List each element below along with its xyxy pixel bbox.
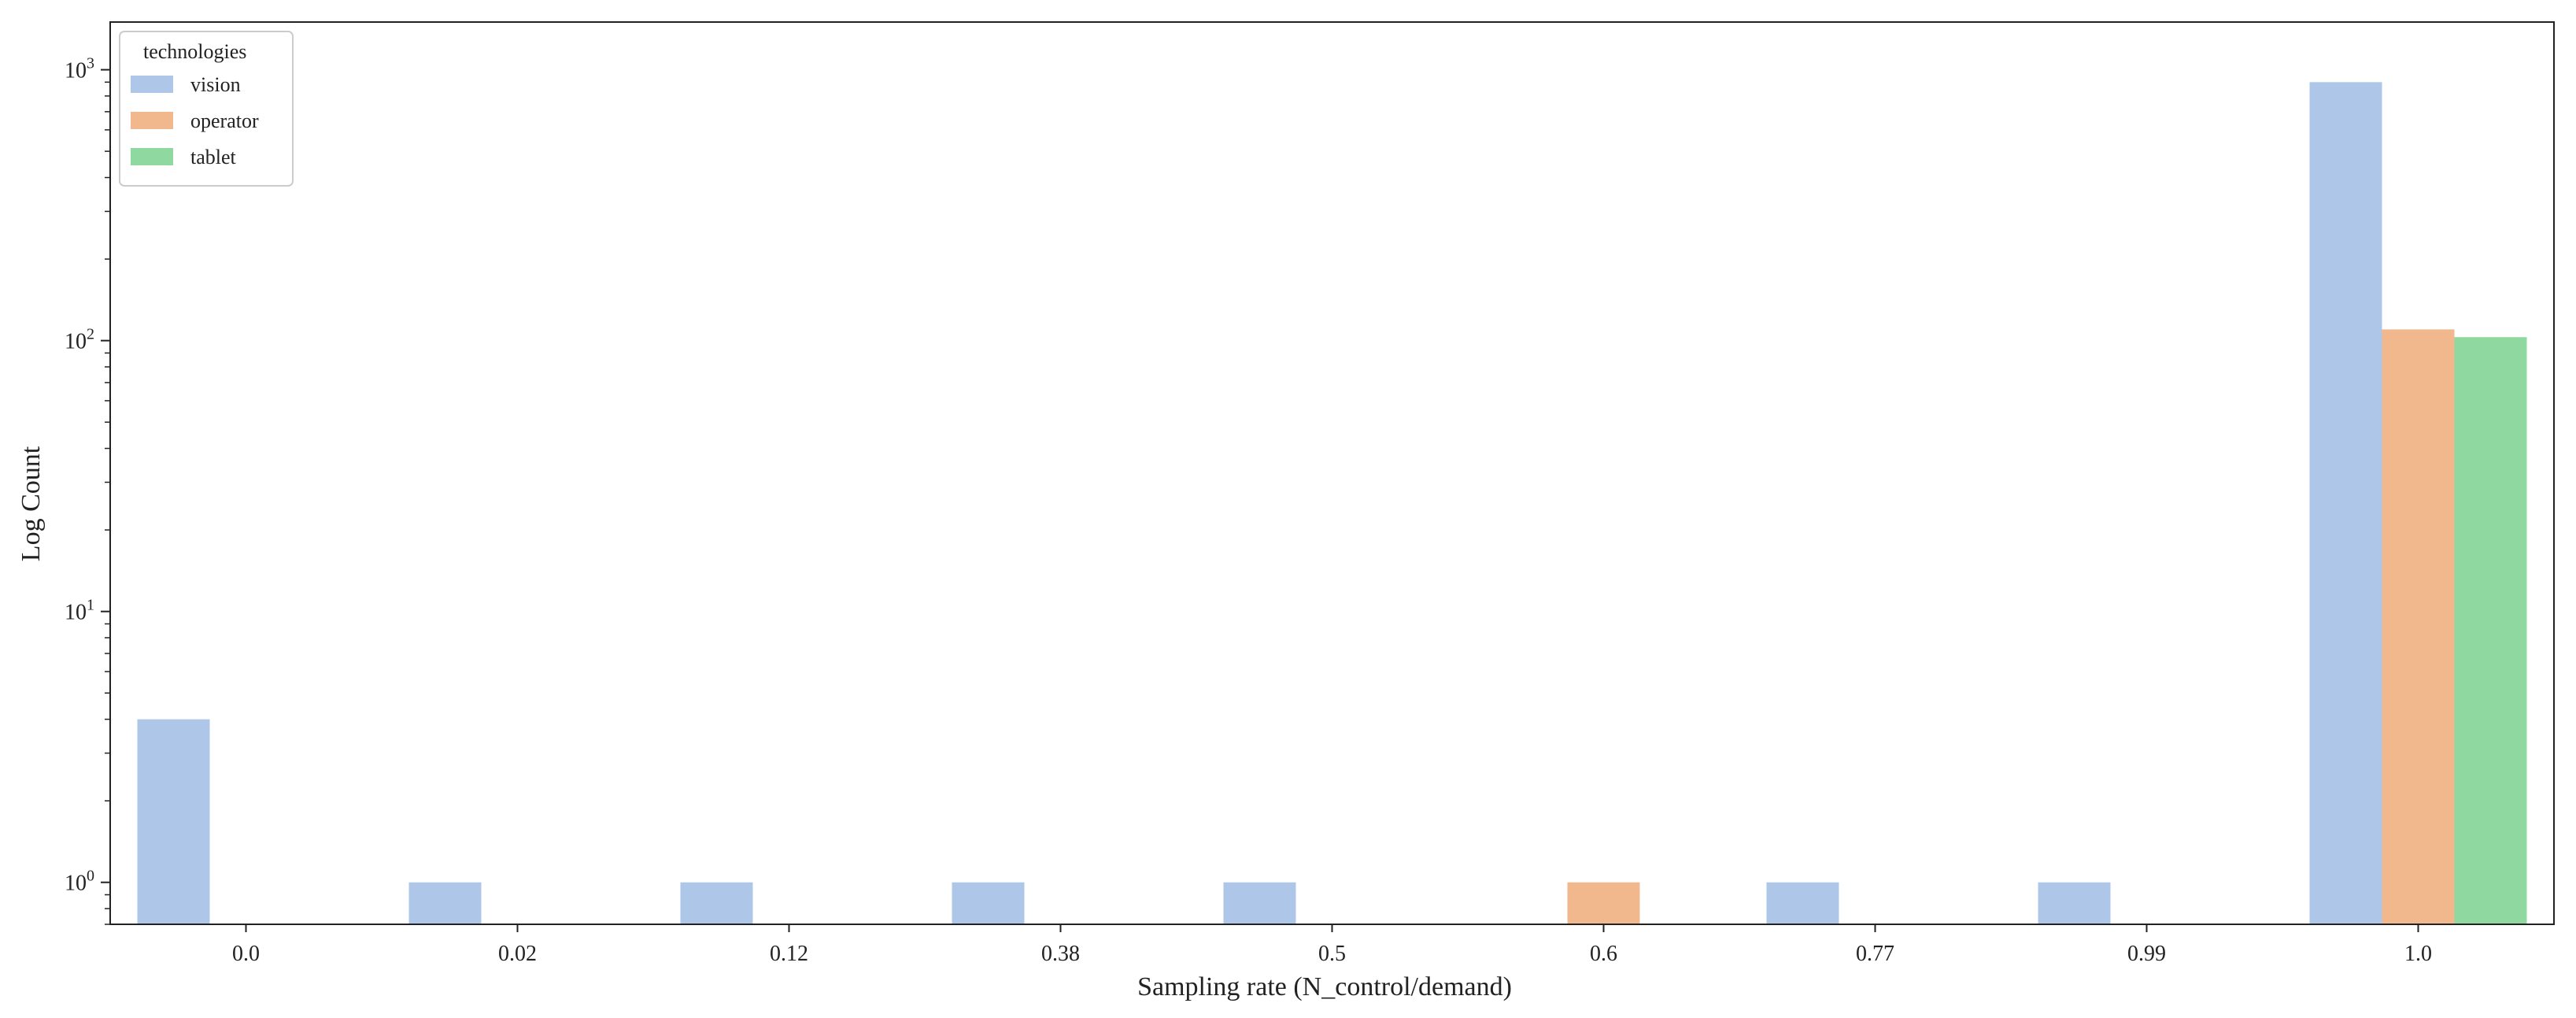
bar-tablet-1.0	[2454, 337, 2527, 925]
x-tick-label: 0.5	[1318, 942, 1346, 966]
legend-swatch-vision	[131, 76, 173, 93]
y-tick-label: 103	[65, 55, 94, 83]
legend-box	[119, 31, 294, 187]
legend: technologies vision operator tablet	[119, 31, 294, 187]
bar-vision-0.77	[1766, 882, 1839, 924]
bar-vision-1.0	[2309, 82, 2382, 925]
bars	[137, 82, 2527, 925]
bar-vision-0.0	[137, 719, 210, 924]
bar-vision-0.38	[952, 882, 1025, 924]
bar-vision-0.12	[680, 882, 753, 924]
y-tick-label: 102	[65, 326, 94, 354]
y-axis-title: Log Count	[17, 446, 46, 561]
legend-swatch-tablet	[131, 148, 173, 165]
bar-operator-1.0	[2382, 329, 2455, 924]
y-tick-label: 101	[65, 597, 94, 625]
plot-frame	[109, 21, 2555, 925]
legend-label-vision: vision	[190, 73, 241, 96]
x-tick-label: 0.12	[770, 942, 808, 966]
x-tick-label: 0.38	[1041, 942, 1080, 966]
legend-swatch-operator	[131, 112, 173, 129]
x-tick-label: 1.0	[2404, 942, 2432, 966]
bar-operator-0.6	[1567, 882, 1640, 924]
legend-title: technologies	[143, 40, 246, 63]
x-tick-label: 0.0	[232, 942, 260, 966]
x-tick-label: 0.02	[498, 942, 537, 966]
legend-label-tablet: tablet	[190, 146, 237, 168]
x-axis: 0.0 0.02 0.12 0.38 0.5 0.6 0.77 0.99 1.0	[232, 924, 2432, 966]
legend-label-operator: operator	[190, 109, 259, 132]
x-tick-label: 0.6	[1590, 942, 1617, 966]
x-tick-label: 0.99	[2127, 942, 2166, 966]
bar-vision-0.5	[1223, 882, 1296, 924]
y-axis: 100 101 102 103	[65, 55, 110, 925]
x-axis-title: Sampling rate (N_control/demand)	[1137, 972, 1512, 1001]
bar-vision-0.02	[408, 882, 482, 924]
y-tick-label: 100	[65, 868, 94, 896]
axes-frame	[109, 21, 2555, 925]
x-tick-label: 0.77	[1856, 942, 1894, 966]
bar-vision-0.99	[2038, 882, 2111, 924]
